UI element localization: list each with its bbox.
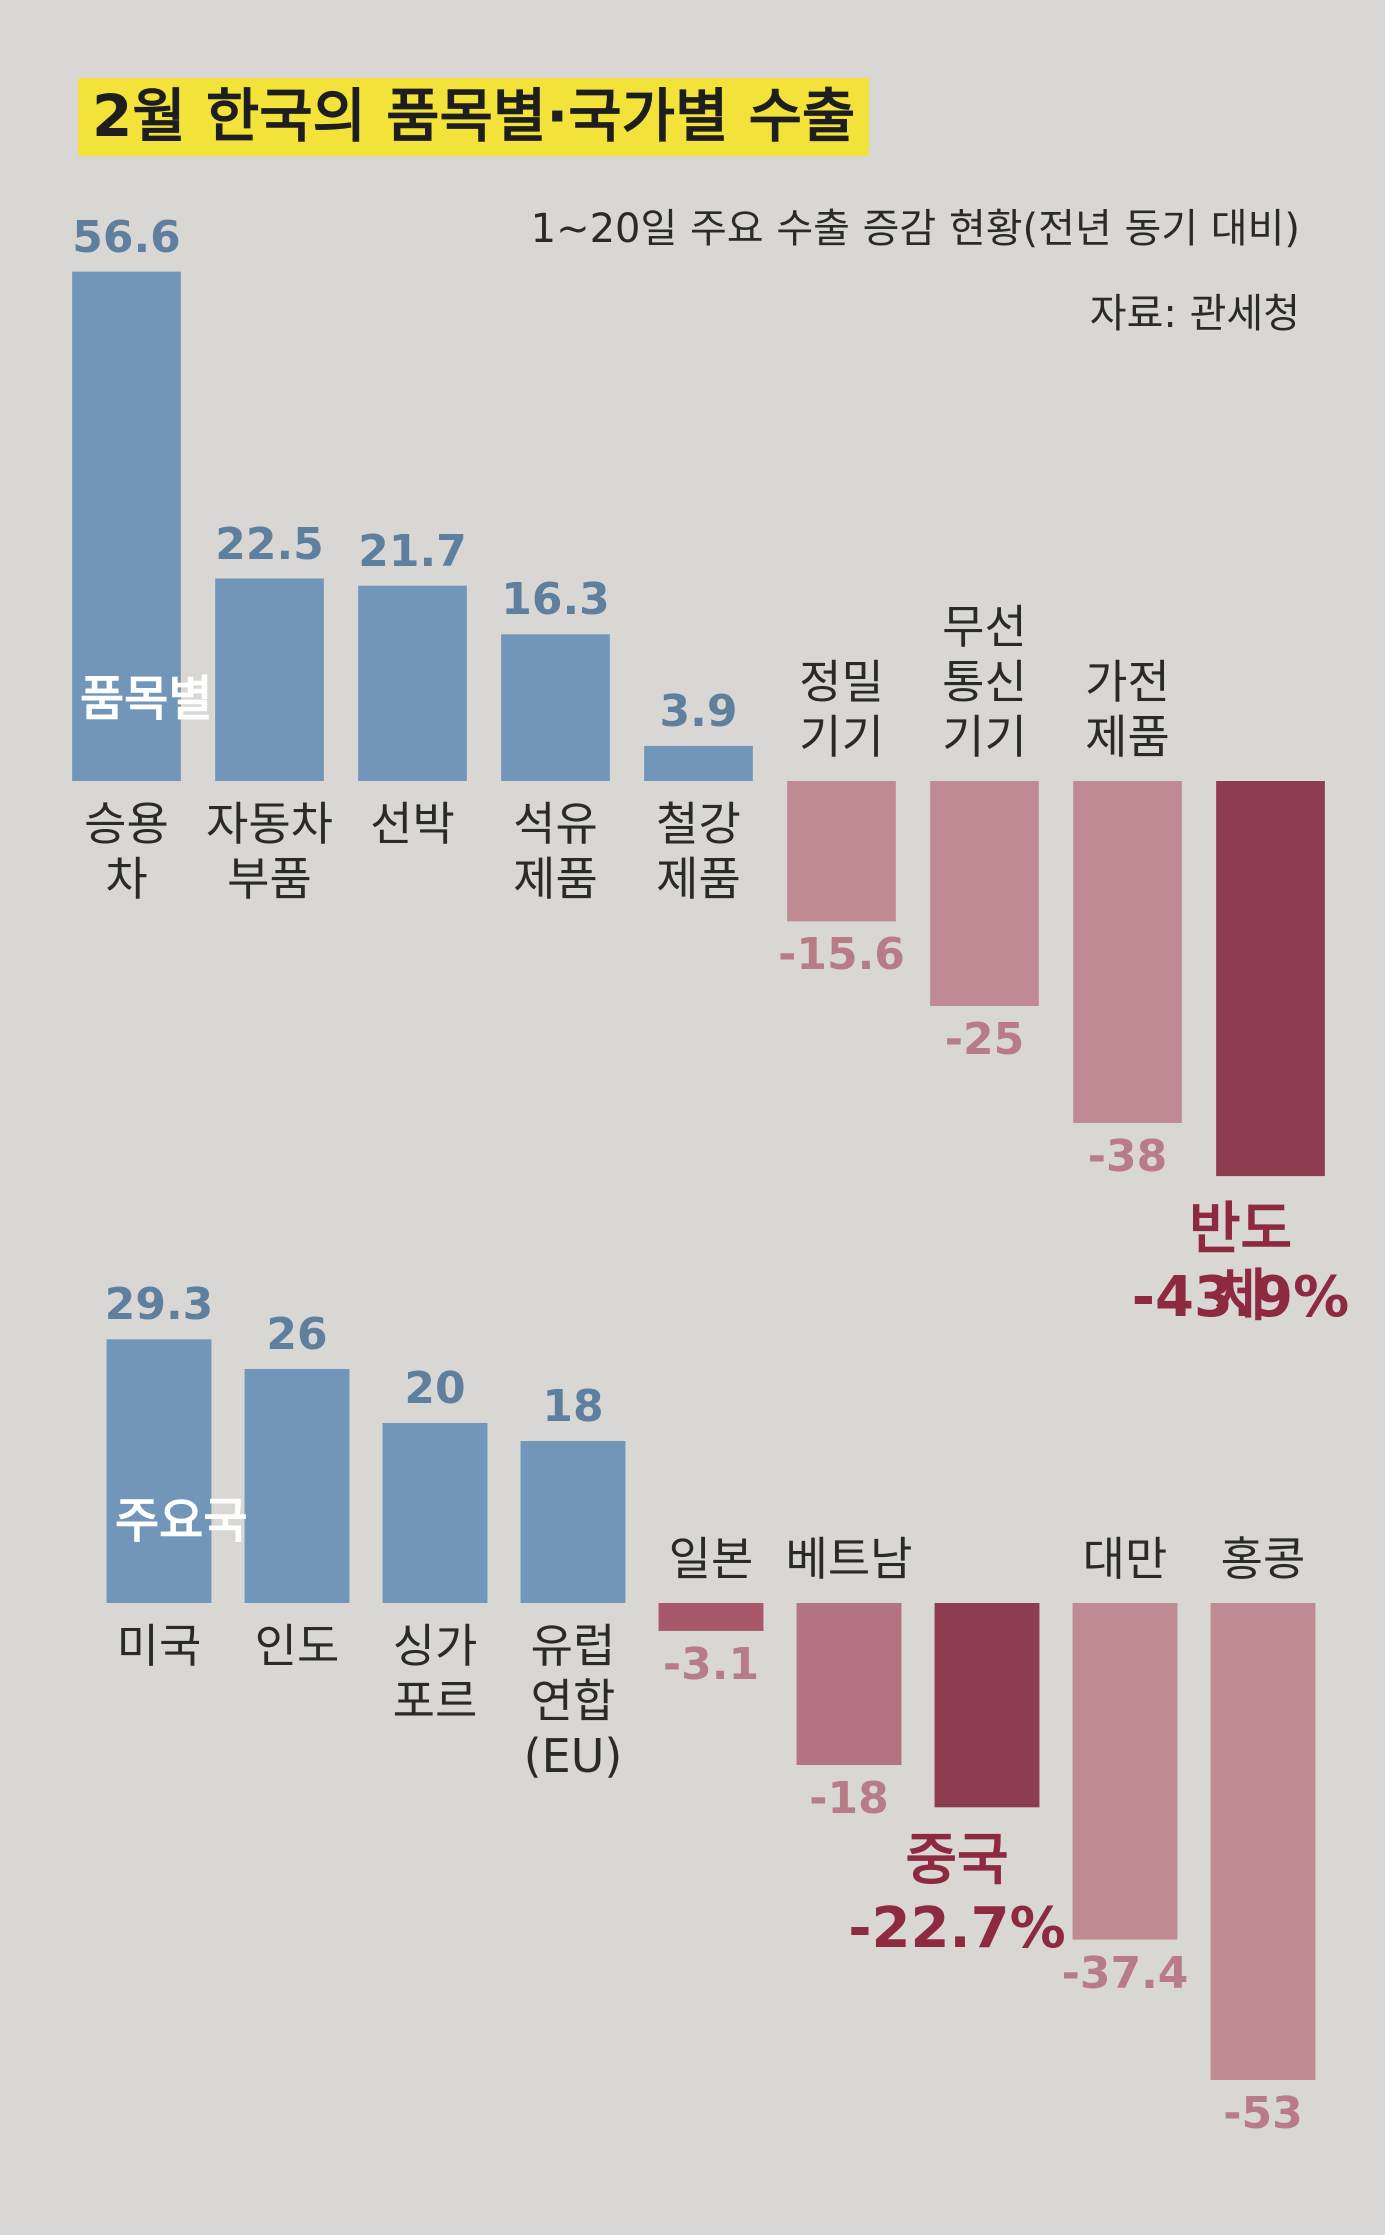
section-label: 품목별 [80,671,213,727]
value-label: 21.7 [358,525,467,577]
category-label: 홍콩 [1220,1532,1306,1586]
value-label: -3.1 [662,1638,760,1690]
value-label: -25 [944,1014,1025,1065]
category-label: 무선 통신 기기 [942,600,1027,765]
subtitle: 1~20일 주요 수출 증감 현황(전년 동기 대비) [530,206,1300,252]
value-label: -38 [1087,1131,1168,1182]
value-label: -15.6 [778,929,905,981]
value-label: -43.9% [1131,1265,1350,1331]
bar [796,1603,902,1765]
bar [244,1369,350,1603]
value-label: 3.9 [659,685,738,737]
bar [215,578,324,781]
bar [930,781,1039,1006]
bar [1210,1603,1316,2080]
category-label: 싱가 포르 [392,1619,478,1729]
bar [72,271,181,781]
bar [520,1441,626,1603]
category-label: 베트남 [785,1532,913,1586]
source: 자료: 관세청 [1089,291,1300,337]
bar [358,585,467,781]
category-label: 자동차 부품 [206,797,333,907]
category-label: 유럽 연합 (EU) [523,1619,623,1784]
category-label: 중국 [905,1828,1009,1894]
value-label: -37.4 [1061,1947,1189,1999]
title: 2월 한국의 품목별·국가별 수출 [78,78,870,156]
section-label: 주요국 [115,1493,248,1549]
bar [106,1339,212,1603]
bar [1216,781,1325,1177]
bar [1073,781,1182,1123]
bar [658,1603,764,1631]
category-label: 인도 [254,1619,340,1673]
value-label: 16.3 [501,574,610,626]
category-label: 대만 [1082,1532,1168,1586]
value-label: -18 [809,1773,889,1824]
category-label: 승용 차 [84,797,169,907]
category-label: 선박 [370,797,455,851]
value-label: 20 [404,1363,466,1414]
bar [1072,1603,1178,1940]
bar [644,745,753,781]
value-label: 29.3 [104,1279,214,1331]
value-label: -22.7% [848,1896,1066,1962]
bar [934,1603,1040,1808]
bar [382,1423,488,1603]
value-label: -53 [1223,2088,1303,2139]
value-label: 26 [266,1309,328,1360]
bar [787,781,896,922]
value-label: 18 [542,1381,604,1432]
category-label: 철강 제품 [656,797,741,907]
category-label: 가전 제품 [1085,655,1170,765]
value-label: 22.5 [215,518,324,570]
category-label: 일본 [668,1532,754,1586]
category-label: 미국 [116,1619,202,1673]
category-label: 석유 제품 [513,797,598,907]
bar [501,634,610,781]
category-label: 반도체 [1188,1197,1293,1330]
value-label: 56.6 [72,211,181,263]
category-label: 정밀 기기 [799,655,884,765]
